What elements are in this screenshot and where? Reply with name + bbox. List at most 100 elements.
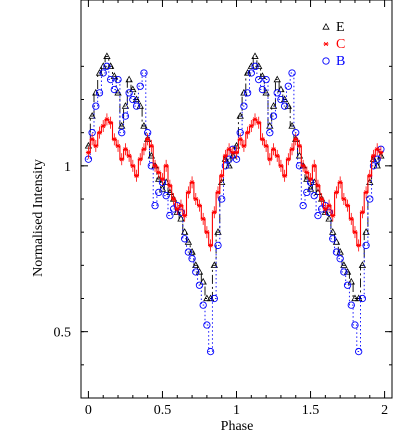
x-tick-label: 1 [233, 403, 240, 418]
data-point-B [225, 155, 233, 163]
legend-label-C: C [336, 37, 345, 52]
data-point-E [132, 95, 141, 103]
data-point-C [237, 137, 243, 142]
data-point-C [374, 147, 380, 152]
data-point-E [273, 75, 281, 83]
data-point-B [314, 211, 322, 220]
data-point-B [195, 281, 204, 289]
data-point-E [188, 248, 196, 255]
data-point-C [278, 163, 284, 168]
data-point-B [247, 69, 255, 77]
data-point-C [215, 190, 221, 195]
data-point-C [93, 143, 99, 149]
data-point-B [151, 201, 159, 210]
data-point-B [188, 255, 196, 263]
data-point-E [103, 52, 111, 59]
data-point-C [363, 190, 369, 195]
data-point-C [289, 147, 295, 152]
data-point-E [206, 294, 215, 302]
data-point-E [110, 72, 119, 79]
data-point-C [248, 123, 254, 129]
data-point-C [85, 150, 91, 155]
data-point-E [343, 267, 352, 275]
data-point-B [269, 112, 278, 120]
data-point-C [326, 203, 332, 208]
data-point-C [337, 180, 343, 185]
legend-label-B: B [336, 54, 345, 69]
data-point-C [311, 163, 317, 168]
data-point-B [218, 195, 226, 203]
x-tick-label: 0.5 [154, 403, 172, 418]
data-point-C [330, 213, 336, 218]
data-point-E [210, 261, 218, 268]
data-point-E [199, 277, 207, 285]
data-point-C [97, 130, 103, 135]
tick-layer: 0 0.5 1 1.5 2 0.5 1 [54, 0, 392, 418]
data-point-B [280, 102, 289, 110]
data-point-E [243, 68, 252, 76]
legend-item-E: E [322, 20, 345, 35]
data-point-B [118, 129, 126, 137]
data-point-C [196, 203, 202, 208]
data-point-C [171, 196, 177, 202]
data-point-E [347, 277, 355, 285]
data-point-B [132, 102, 141, 110]
data-point-C [252, 117, 258, 122]
data-point-B [166, 211, 174, 220]
data-point-C [211, 210, 217, 215]
data-point-E [340, 261, 348, 268]
data-point-C [378, 150, 384, 155]
data-point-C [130, 163, 136, 168]
data-point-E [125, 75, 133, 83]
data-point-B [266, 129, 274, 137]
data-point-C [245, 130, 251, 135]
data-point-C [263, 143, 269, 149]
data-point-B [203, 321, 211, 329]
data-point-C [259, 137, 265, 142]
data-point-E [362, 228, 370, 235]
data-point-C [293, 137, 299, 142]
data-point-B [262, 75, 270, 84]
y-axis-label: Normalised Intensity [31, 159, 46, 277]
data-point-B [181, 235, 189, 243]
data-point-E [203, 294, 211, 302]
data-point-C [152, 163, 158, 168]
data-point-C [222, 153, 228, 159]
legend-marker-E [322, 22, 330, 30]
data-point-C [274, 153, 280, 159]
data-point-B [358, 294, 367, 303]
data-point-E [247, 62, 255, 69]
y-tick-label: 1 [64, 160, 71, 175]
data-point-B [277, 95, 285, 104]
data-point-B [199, 301, 207, 309]
data-point-C [370, 153, 376, 159]
data-point-E [88, 112, 96, 119]
data-point-B [121, 112, 130, 120]
data-point-B [329, 235, 337, 243]
data-point-C [163, 163, 169, 168]
data-point-C [208, 243, 214, 248]
data-point-C [315, 183, 321, 188]
data-point-B [284, 82, 292, 90]
data-point-B [255, 75, 263, 84]
data-point-C [119, 157, 125, 162]
legend-marker-B [322, 57, 330, 65]
data-point-C [367, 173, 373, 178]
data-point-C [333, 190, 339, 195]
data-point-B [366, 195, 374, 203]
data-point-E [121, 102, 130, 109]
data-point-B [240, 102, 248, 110]
data-point-B [299, 201, 307, 210]
data-point-C [282, 173, 288, 178]
data-point-C [352, 230, 358, 235]
data-point-B [310, 192, 318, 200]
data-point-B [332, 248, 341, 256]
data-point-C [356, 243, 362, 248]
data-point-B [125, 89, 133, 97]
data-point-E [336, 248, 344, 255]
data-point-C [137, 157, 143, 162]
data-point-C [200, 216, 206, 222]
data-point-E [306, 185, 315, 192]
data-point-C [271, 147, 277, 152]
data-point-C [182, 213, 188, 218]
